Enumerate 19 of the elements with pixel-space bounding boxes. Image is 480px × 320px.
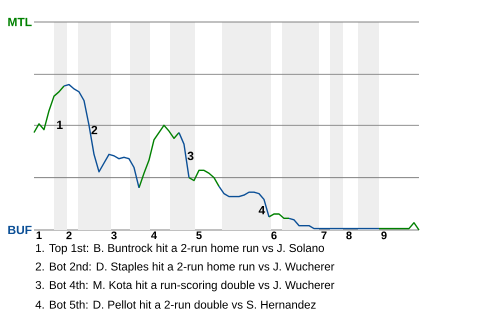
annotation: 4	[258, 206, 266, 214]
x-tick-label: 1	[36, 232, 42, 240]
x-tick-label: 4	[151, 232, 157, 240]
text: BUF	[8, 226, 32, 234]
x-tick-label: 3	[111, 232, 117, 240]
x-tick-label: 5	[196, 232, 202, 240]
annotation: 2	[91, 126, 98, 134]
text: 2. Bot 2nd: D. Staples hit a 2-run home run vs J. Wucherer	[36, 262, 334, 273]
x-tick-label: 8	[346, 232, 352, 240]
annotation: 3	[188, 152, 194, 160]
x-tick-label: 2	[66, 232, 72, 240]
text: 4. Bot 5th: D. Pellot hit a 2-run double vs S. Hernandez	[35, 300, 316, 309]
annotation: 1	[57, 120, 63, 129]
x-tick-label: 6	[271, 232, 277, 240]
x-tick-label: 9	[381, 232, 387, 240]
x-tick-label: 7	[321, 232, 327, 240]
text: 1. Top 1st: B. Buntrock hit a 2-run home run vs J. Solano	[36, 244, 324, 254]
text: MTL	[8, 18, 32, 26]
text: 3. Bot 4th: M. Kota hit a run-scoring double vs J. Wucherer	[36, 280, 334, 292]
